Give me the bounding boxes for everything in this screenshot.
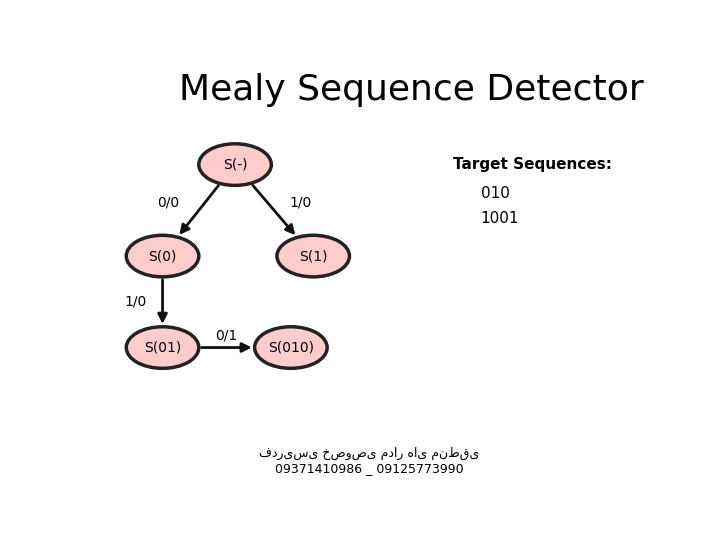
Text: فدریسی خصوصی مدار های منطقی: فدریسی خصوصی مدار های منطقی — [258, 447, 480, 460]
Text: 1/0: 1/0 — [289, 195, 312, 209]
Text: Target Sequences:: Target Sequences: — [453, 157, 612, 172]
Ellipse shape — [199, 144, 271, 185]
Text: 1/0: 1/0 — [125, 295, 147, 309]
Text: Mealy Sequence Detector: Mealy Sequence Detector — [179, 73, 644, 107]
Text: S(1): S(1) — [299, 249, 328, 263]
Ellipse shape — [255, 327, 327, 368]
Text: S(010): S(010) — [268, 341, 314, 355]
Text: 1001: 1001 — [481, 211, 519, 226]
Ellipse shape — [277, 235, 349, 277]
Text: 0/0: 0/0 — [157, 195, 179, 209]
Ellipse shape — [126, 327, 199, 368]
Text: 0/1: 0/1 — [215, 328, 238, 342]
Text: S(0): S(0) — [148, 249, 176, 263]
Text: 09371410986 _ 09125773990: 09371410986 _ 09125773990 — [275, 462, 463, 475]
Text: S(01): S(01) — [144, 341, 181, 355]
Text: 010: 010 — [481, 186, 510, 201]
Text: S(-): S(-) — [222, 158, 248, 172]
Ellipse shape — [126, 235, 199, 277]
